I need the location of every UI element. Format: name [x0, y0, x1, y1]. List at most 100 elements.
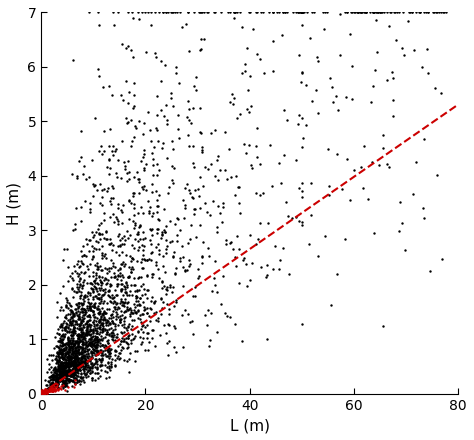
Point: [298, 218, 306, 225]
Point: [64, 367, 72, 374]
Point: [196, 129, 204, 136]
Point: [50, 371, 57, 378]
Point: [93, 336, 101, 343]
Point: [66, 376, 74, 383]
Point: [78, 354, 86, 361]
Point: [64, 367, 72, 374]
Point: [82, 344, 89, 351]
Point: [150, 143, 157, 150]
Point: [186, 256, 193, 263]
Point: [57, 369, 65, 376]
Point: [61, 360, 68, 367]
Point: [73, 351, 81, 358]
Point: [121, 162, 129, 169]
Point: [320, 26, 328, 33]
Point: [159, 253, 167, 260]
Point: [253, 154, 261, 161]
Point: [144, 309, 151, 316]
Point: [64, 341, 72, 348]
Point: [104, 363, 111, 370]
Point: [69, 359, 76, 366]
Point: [63, 380, 70, 387]
Point: [96, 317, 103, 324]
Point: [57, 370, 64, 377]
Point: [79, 326, 86, 333]
Point: [93, 304, 101, 311]
Point: [72, 320, 79, 327]
Point: [58, 367, 65, 374]
Point: [72, 347, 80, 354]
Point: [76, 367, 84, 374]
Point: [77, 331, 85, 338]
Point: [72, 353, 80, 360]
Point: [64, 347, 71, 354]
Point: [361, 9, 369, 16]
Point: [99, 310, 106, 317]
Point: [119, 301, 127, 308]
Point: [53, 367, 60, 374]
Point: [94, 263, 101, 270]
Point: [78, 345, 85, 352]
Point: [278, 32, 286, 39]
Point: [38, 389, 46, 396]
Point: [88, 364, 95, 371]
Point: [140, 322, 147, 329]
Point: [359, 184, 366, 191]
Point: [230, 9, 238, 16]
Point: [73, 324, 81, 331]
Point: [213, 329, 221, 336]
Point: [111, 346, 119, 353]
Point: [74, 367, 82, 374]
Point: [94, 348, 102, 356]
Point: [124, 284, 131, 291]
Point: [171, 9, 179, 16]
Point: [62, 315, 70, 322]
Point: [82, 371, 90, 378]
Point: [64, 334, 72, 341]
Point: [98, 358, 105, 365]
Point: [109, 151, 117, 158]
Point: [386, 22, 393, 29]
Point: [91, 324, 99, 331]
Point: [65, 338, 73, 345]
Point: [147, 298, 155, 305]
Point: [124, 235, 132, 242]
Point: [97, 298, 104, 305]
Point: [75, 270, 83, 277]
Point: [63, 369, 71, 376]
Point: [162, 330, 169, 337]
Point: [83, 319, 91, 326]
Point: [87, 322, 95, 329]
Point: [62, 368, 69, 375]
Point: [101, 316, 109, 323]
Point: [149, 213, 156, 220]
Point: [53, 375, 60, 382]
Point: [116, 273, 124, 280]
Point: [80, 308, 87, 315]
Point: [244, 282, 251, 290]
Point: [298, 9, 306, 16]
Point: [173, 299, 180, 306]
Point: [84, 354, 91, 361]
Point: [184, 131, 192, 138]
Point: [61, 361, 68, 368]
Point: [92, 358, 100, 365]
Point: [254, 50, 261, 57]
Point: [69, 351, 76, 358]
Point: [72, 359, 80, 367]
Point: [70, 341, 78, 348]
Point: [67, 368, 74, 375]
Point: [47, 380, 55, 387]
Point: [89, 333, 97, 340]
Point: [73, 364, 81, 371]
Point: [370, 9, 378, 16]
Point: [58, 360, 65, 367]
Point: [200, 239, 207, 246]
Point: [92, 341, 100, 348]
Point: [64, 311, 72, 318]
Point: [72, 301, 80, 308]
Point: [246, 72, 254, 79]
Point: [86, 335, 94, 342]
Point: [74, 332, 82, 339]
Point: [238, 337, 246, 345]
